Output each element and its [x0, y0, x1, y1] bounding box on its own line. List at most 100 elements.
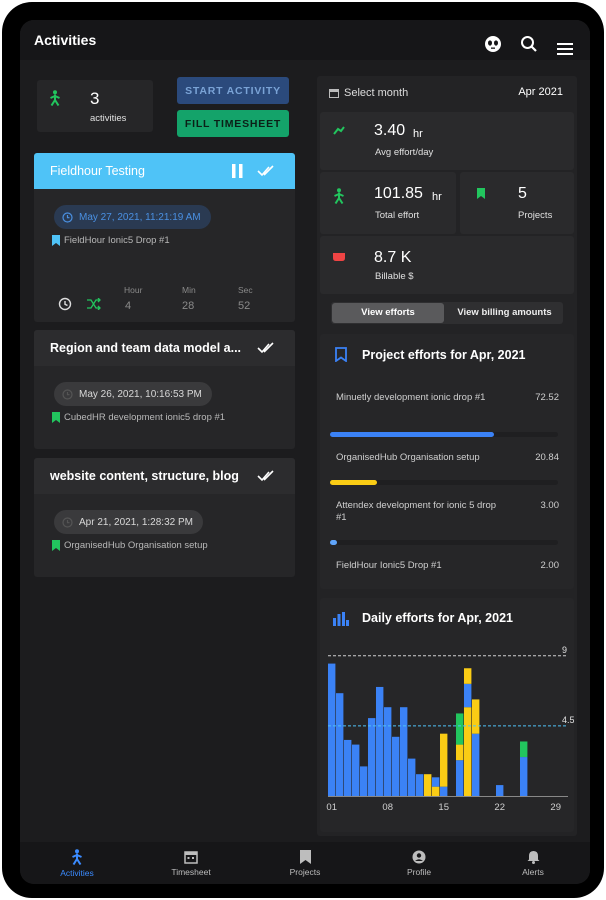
daily-effort-bar: [328, 663, 336, 796]
daily-effort-bar: [456, 713, 464, 745]
month-label: Select month: [344, 87, 409, 99]
activity-card[interactable]: Region and team data model a... May 26, …: [34, 330, 295, 449]
calendar-icon: [184, 850, 198, 864]
daily-effort-bar: [432, 777, 440, 787]
check-icon[interactable]: [257, 164, 275, 181]
daily-efforts-chart: 9 4.5 01 08 15 22 29: [326, 645, 574, 813]
total-effort-card: 101.85 hr Total effort: [320, 172, 456, 234]
month-selector[interactable]: Select month Apr 2021: [317, 76, 577, 110]
timer-min-label: Min: [182, 285, 196, 295]
activity-title: website content, structure, blog: [50, 469, 239, 483]
tab-label: Profile: [406, 866, 432, 877]
activity-project: FieldHour Ionic5 Drop #1: [52, 235, 170, 246]
activity-header[interactable]: website content, structure, blog: [34, 458, 295, 494]
avg-effort-value: 3.40: [374, 122, 406, 139]
timer-min-value: 28: [182, 300, 195, 312]
project-effort-bar-track: [330, 432, 558, 437]
activity-datetime: May 27, 2021, 11:21:19 AM: [79, 211, 201, 223]
projects-count-value: 5: [518, 185, 527, 202]
daily-effort-bar: [416, 774, 424, 796]
menu-icon[interactable]: [554, 38, 576, 60]
project-effort-bar-fill: [330, 432, 495, 437]
pause-icon[interactable]: [232, 164, 243, 178]
timer-icon: [58, 297, 72, 311]
timer-sec-value: 52: [238, 300, 251, 312]
tab-label: Alerts: [522, 866, 544, 877]
tab-label: Timesheet: [171, 866, 211, 877]
x-tick-label: 22: [494, 802, 505, 813]
money-icon: [333, 253, 345, 261]
avg-effort-card: 3.40 hr Avg effort/day: [320, 112, 574, 170]
daily-effort-bar: [384, 707, 392, 796]
daily-effort-bar: [432, 786, 440, 796]
page-title: Activities: [34, 32, 97, 48]
timer-hour-value: 4: [125, 300, 132, 312]
tab-activities[interactable]: Activities: [32, 848, 122, 878]
avg-effort-unit: hr: [413, 128, 423, 140]
projects-count-card: 5 Projects: [460, 172, 574, 234]
daily-effort-bar: [520, 741, 528, 758]
activity-datetime: May 26, 2021, 10:16:53 PM: [79, 388, 202, 400]
billable-label: Billable $: [375, 271, 414, 282]
start-activity-button[interactable]: START ACTIVITY: [177, 77, 289, 104]
daily-effort-bar: [376, 686, 384, 796]
activity-datetime: Apr 21, 2021, 1:28:32 PM: [79, 516, 193, 528]
project-effort-bar-fill: [330, 540, 337, 545]
shuffle-icon[interactable]: [87, 298, 101, 310]
avg-effort-label: Avg effort/day: [375, 147, 434, 158]
bookmark-icon: [52, 412, 60, 423]
daily-effort-bar: [400, 707, 408, 796]
check-icon[interactable]: [257, 341, 275, 358]
tab-projects[interactable]: Projects: [260, 849, 350, 877]
search-icon[interactable]: [518, 33, 540, 55]
alien-mode-icon[interactable]: [482, 33, 504, 55]
view-toggle: View efforts View billing amounts: [331, 302, 563, 324]
bottom-tab-bar: Activities Timesheet Projects Profile Al…: [20, 842, 590, 884]
view-billing-button[interactable]: View billing amounts: [457, 307, 552, 318]
project-effort-name: FieldHour Ionic5 Drop #1: [336, 560, 442, 571]
activity-header[interactable]: Region and team data model a...: [34, 330, 295, 366]
activity-count-label: activities: [90, 113, 127, 124]
check-icon[interactable]: [257, 469, 275, 486]
daily-effort-bar: [392, 736, 400, 796]
fill-timesheet-button[interactable]: FILL TIMESHEET: [177, 110, 289, 137]
tab-alerts[interactable]: Alerts: [488, 850, 578, 877]
total-effort-label: Total effort: [375, 210, 420, 221]
activity-project: CubedHR development ionic5 drop #1: [52, 412, 225, 423]
app-screen: Activities 3 activities START ACTIVITY F…: [20, 20, 590, 884]
daily-effort-bar: [408, 758, 416, 796]
daily-effort-bar: [344, 739, 352, 796]
reference-line-label: 9: [562, 645, 567, 655]
billable-value: 8.7 K: [374, 249, 412, 266]
month-value: Apr 2021: [518, 86, 563, 98]
tab-timesheet[interactable]: Timesheet: [146, 850, 236, 877]
bookmark-icon: [477, 188, 485, 199]
daily-effort-bar: [472, 733, 480, 796]
x-tick-label: 15: [438, 802, 449, 813]
x-tick-label: 29: [550, 802, 561, 813]
total-effort-value: 101.85: [374, 185, 423, 202]
daily-effort-bar: [336, 693, 344, 796]
activity-count-card: 3 activities: [37, 80, 153, 132]
timer-sec-label: Sec: [238, 285, 253, 295]
tab-profile[interactable]: Profile: [374, 850, 464, 877]
project-effort-name: Minuetly development ionic drop #1: [336, 392, 486, 403]
person-walking-icon: [334, 188, 344, 204]
activity-header[interactable]: Fieldhour Testing: [34, 153, 295, 189]
project-effort-value: 2.00: [540, 560, 560, 571]
bookmark-icon: [52, 540, 60, 551]
daily-effort-bar: [368, 718, 376, 796]
activity-card[interactable]: website content, structure, blog Apr 21,…: [34, 458, 295, 577]
tab-label: Activities: [60, 867, 94, 878]
person-walking-icon: [50, 90, 60, 106]
clock-icon: [62, 516, 73, 528]
activity-datetime-chip: Apr 21, 2021, 1:28:32 PM: [54, 510, 203, 534]
x-tick-label: 01: [326, 802, 337, 813]
activity-card[interactable]: Fieldhour Testing May 27, 2021, 11:21:19…: [34, 153, 295, 322]
timer-hour-label: Hour: [124, 285, 143, 295]
daily-effort-bar: [352, 744, 360, 796]
activity-project-name: CubedHR development ionic5 drop #1: [64, 412, 226, 423]
view-efforts-button[interactable]: View efforts: [332, 303, 444, 323]
activity-project-name: FieldHour Ionic5 Drop #1: [64, 235, 170, 246]
